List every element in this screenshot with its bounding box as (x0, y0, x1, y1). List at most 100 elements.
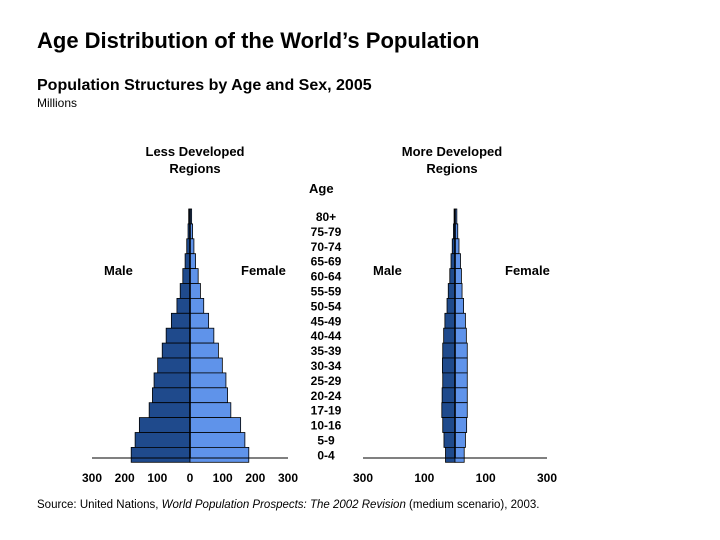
left-female-bar-60-64 (189, 268, 199, 284)
source-note: Source: United Nations, World Population… (37, 499, 539, 511)
left-female-bar-25-29 (189, 372, 227, 389)
left-male-bar-20-24 (152, 387, 191, 404)
chart-title: Age Distribution of the World’s Populati… (37, 28, 480, 53)
left-tick-male-300: 300 (82, 471, 102, 485)
right-female-bar-50-54 (454, 297, 464, 314)
age-label-40-44: 40-44 (311, 329, 342, 343)
left-male-bar-0-4 (130, 446, 191, 463)
right-male-bar-25-29 (442, 372, 456, 389)
right-female-bar-60-64 (454, 268, 462, 284)
right-female-bar-0-4 (454, 446, 465, 463)
age-label-30-34: 30-34 (311, 359, 342, 373)
left-female-bar-55-59 (189, 283, 201, 299)
left-male-bar-5-9 (134, 432, 191, 448)
left-female-bar-5-9 (189, 432, 246, 448)
left-male-label: Male (104, 263, 133, 278)
age-label-35-39: 35-39 (311, 344, 342, 358)
left-female-bar-30-34 (189, 357, 223, 374)
right-female-bar-25-29 (454, 372, 468, 389)
right-tick-female-300: 300 (537, 471, 557, 485)
left-male-bar-35-39 (161, 342, 191, 359)
right-male-bar-35-39 (442, 342, 456, 359)
age-label-75-79: 75-79 (311, 225, 342, 239)
right-female-bar-20-24 (454, 387, 468, 404)
age-label-25-29: 25-29 (311, 374, 342, 388)
left-female-bar-50-54 (189, 297, 205, 314)
right-male-bar-0-4 (445, 446, 456, 463)
right-female-bar-35-39 (454, 342, 468, 359)
left-title-line-1: Less Developed (145, 144, 245, 159)
right-title-line-2: Regions (426, 161, 478, 176)
left-female-bar-35-39 (189, 342, 219, 359)
right-male-bar-40-44 (443, 327, 456, 344)
source-title: World Population Prospects: The 2002 Rev… (161, 499, 406, 511)
right-tick-female-100: 100 (476, 471, 496, 485)
left-male-bar-17-19 (148, 402, 191, 419)
left-female-bar-0-4 (189, 446, 250, 463)
right-female-bar-17-19 (454, 402, 468, 419)
source-suffix: (medium scenario), 2003. (405, 499, 540, 511)
left-tick-female-200: 200 (245, 471, 265, 485)
left-title-line-2: Regions (169, 161, 221, 176)
right-female-bar-5-9 (454, 432, 466, 448)
age-axis-header: Age (309, 181, 334, 196)
left-female-bar-10-16 (189, 417, 242, 433)
right-female-bar-30-34 (454, 357, 468, 374)
chart-subtitle: Population Structures by Age and Sex, 20… (37, 77, 372, 94)
left-tick-female-300: 300 (278, 471, 298, 485)
left-male-bar-30-34 (157, 357, 191, 374)
left-male-bar-55-59 (179, 283, 191, 299)
age-label-10-16: 10-16 (311, 419, 342, 433)
left-female-label: Female (241, 263, 286, 278)
age-label-0-4: 0-4 (317, 448, 335, 462)
age-label-45-49: 45-49 (311, 314, 342, 328)
left-female-bar-45-49 (189, 312, 210, 329)
left-male-bar-60-64 (182, 268, 191, 284)
right-male-bar-50-54 (446, 297, 456, 314)
age-label-50-54: 50-54 (311, 299, 342, 313)
age-label-17-19: 17-19 (311, 404, 342, 418)
right-male-bar-20-24 (441, 387, 456, 404)
right-male-bar-55-59 (447, 283, 456, 299)
left-male-bar-40-44 (165, 327, 191, 344)
right-male-label: Male (373, 263, 402, 278)
left-female-bar-65-69 (189, 253, 196, 269)
right-male-bar-5-9 (443, 432, 456, 448)
left-tick-female-100: 100 (213, 471, 233, 485)
right-female-bar-45-49 (454, 312, 466, 329)
left-pyramid-title: Less Developed Regions (115, 143, 275, 177)
age-label-60-64: 60-64 (311, 270, 342, 284)
right-female-bar-40-44 (454, 327, 467, 344)
units-label: Millions (37, 96, 78, 110)
right-tick-male-100: 100 (414, 471, 434, 485)
right-male-bar-45-49 (444, 312, 456, 329)
right-male-bar-17-19 (441, 402, 456, 419)
right-female-bar-65-69 (454, 253, 461, 269)
left-female-bar-17-19 (189, 402, 232, 419)
age-label-5-9: 5-9 (317, 433, 335, 447)
age-label-20-24: 20-24 (311, 389, 342, 403)
left-tick-male-0: 0 (187, 471, 194, 485)
right-female-bar-10-16 (454, 417, 468, 433)
left-tick-male-100: 100 (147, 471, 167, 485)
right-male-bar-30-34 (442, 357, 456, 374)
age-label-70-74: 70-74 (311, 240, 342, 254)
age-label-55-59: 55-59 (311, 284, 342, 298)
left-male-bar-25-29 (153, 372, 191, 389)
left-male-bar-45-49 (170, 312, 191, 329)
left-male-bar-50-54 (176, 297, 191, 314)
right-tick-male-300: 300 (353, 471, 373, 485)
left-female-bar-40-44 (189, 327, 215, 344)
age-label-65-69: 65-69 (311, 255, 342, 269)
source-prefix: Source: United Nations, (37, 499, 162, 511)
right-female-label: Female (505, 263, 550, 278)
right-title-line-1: More Developed (401, 144, 503, 159)
right-pyramid-title: More Developed Regions (372, 143, 532, 177)
right-female-bar-55-59 (454, 283, 463, 299)
left-male-bar-10-16 (138, 417, 191, 433)
right-male-bar-10-16 (442, 417, 456, 433)
age-label-80+: 80+ (316, 210, 336, 224)
left-tick-male-200: 200 (115, 471, 135, 485)
left-female-bar-20-24 (189, 387, 228, 404)
